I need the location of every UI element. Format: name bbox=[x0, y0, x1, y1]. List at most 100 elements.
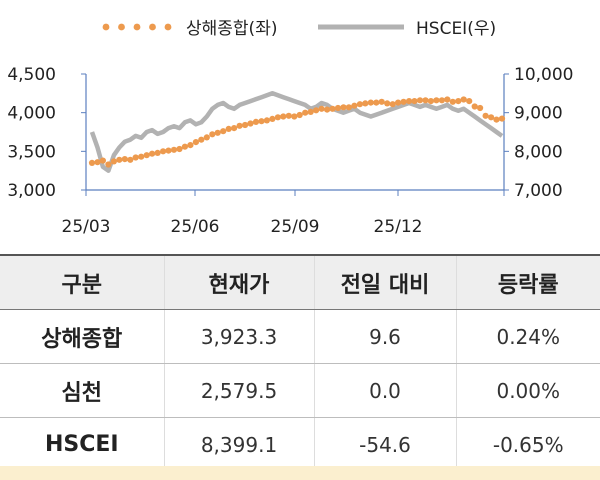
series-point-shanghai bbox=[247, 120, 254, 127]
row-name: 심천 bbox=[0, 363, 164, 418]
series-point-shanghai bbox=[105, 161, 112, 168]
header-change: 전일 대비 bbox=[313, 254, 456, 310]
series-point-shanghai bbox=[395, 99, 402, 106]
series-point-shanghai bbox=[340, 104, 347, 111]
series-point-shanghai bbox=[345, 104, 352, 111]
table-row: 심천 2,579.5 0.0 0.00% bbox=[0, 363, 600, 418]
series-point-shanghai bbox=[149, 150, 156, 157]
series-point-shanghai bbox=[449, 98, 456, 105]
series-point-shanghai bbox=[356, 101, 363, 108]
series-point-shanghai bbox=[488, 114, 495, 121]
series-point-shanghai bbox=[263, 117, 270, 124]
series-point-shanghai bbox=[252, 118, 260, 125]
series-point-shanghai bbox=[291, 113, 298, 120]
series-point-shanghai bbox=[258, 118, 265, 125]
series-point-shanghai bbox=[99, 157, 106, 164]
legend-marker-shanghai bbox=[102, 23, 110, 31]
row-change: 9.6 bbox=[313, 309, 456, 364]
series-point-shanghai bbox=[471, 103, 478, 110]
series-point-shanghai bbox=[351, 102, 358, 109]
header-current-price: 현재가 bbox=[163, 254, 314, 310]
series-point-shanghai bbox=[192, 139, 199, 146]
header-category: 구분 bbox=[0, 254, 164, 310]
series-point-shanghai bbox=[296, 111, 303, 119]
series-point-shanghai bbox=[302, 109, 309, 116]
series-point-shanghai bbox=[362, 100, 369, 107]
series-point-shanghai bbox=[378, 98, 385, 105]
series-point-shanghai bbox=[181, 143, 188, 150]
series-point-shanghai bbox=[367, 99, 374, 106]
series-point-shanghai bbox=[187, 142, 194, 149]
series-point-shanghai bbox=[269, 115, 276, 122]
series-point-shanghai bbox=[225, 125, 232, 132]
series-point-shanghai bbox=[384, 100, 391, 107]
right-y-tick-label: 8,000 bbox=[514, 142, 563, 162]
series-point-shanghai bbox=[373, 99, 380, 106]
table-row: HSCEI 8,399.1 -54.6 -0.65% bbox=[0, 417, 600, 472]
series-point-shanghai bbox=[460, 96, 467, 103]
x-tick-label: 25/09 bbox=[271, 217, 320, 237]
series-point-shanghai bbox=[416, 97, 424, 104]
legend-label-shanghai: 상해종합(좌) bbox=[186, 19, 277, 39]
market-table: 구분 현재가 전일 대비 등락률 상해종합 3,923.3 9.6 0.24% … bbox=[0, 254, 600, 472]
series-point-shanghai bbox=[324, 106, 331, 113]
right-y-tick-label: 10,000 bbox=[514, 65, 573, 85]
series-point-shanghai bbox=[116, 156, 123, 163]
legend-marker-shanghai bbox=[133, 23, 141, 31]
series-point-shanghai bbox=[433, 97, 440, 104]
series-point-shanghai bbox=[334, 104, 342, 112]
left-y-tick-label: 4,500 bbox=[7, 65, 56, 85]
left-y-tick-label: 3,500 bbox=[7, 142, 56, 162]
series-point-shanghai bbox=[498, 115, 506, 122]
x-tick-label: 25/12 bbox=[374, 217, 423, 237]
series-point-shanghai bbox=[132, 154, 139, 161]
footer-band bbox=[0, 466, 600, 480]
series-point-shanghai bbox=[455, 98, 462, 105]
row-current-price: 8,399.1 bbox=[163, 417, 314, 472]
row-name: HSCEI bbox=[0, 417, 164, 472]
series-point-shanghai bbox=[236, 122, 243, 129]
series-point-shanghai bbox=[88, 159, 96, 166]
header-change-rate: 등락률 bbox=[455, 254, 600, 310]
series-point-shanghai bbox=[389, 101, 396, 108]
series-point-shanghai bbox=[154, 149, 161, 156]
right-y-tick-label: 9,000 bbox=[514, 104, 563, 124]
series-point-shanghai bbox=[406, 98, 413, 105]
series-point-shanghai bbox=[477, 104, 484, 112]
row-name: 상해종합 bbox=[0, 309, 164, 364]
series-point-shanghai bbox=[400, 98, 407, 105]
series-point-shanghai bbox=[274, 114, 281, 121]
series-point-shanghai bbox=[170, 146, 178, 153]
x-tick-label: 25/03 bbox=[62, 217, 111, 237]
series-point-shanghai bbox=[307, 108, 314, 115]
left-y-tick-label: 4,000 bbox=[7, 104, 56, 124]
table-header-row: 구분 현재가 전일 대비 등락률 bbox=[0, 254, 600, 310]
row-change: 0.0 bbox=[313, 363, 456, 418]
series-point-shanghai bbox=[198, 136, 205, 143]
series-point-shanghai bbox=[313, 107, 320, 114]
chart-svg: 3,000 3,500 4,000 4,500 7,000 8,000 9,000 10,00… bbox=[7, 19, 573, 237]
chart: 3,000 3,500 4,000 4,500 7,000 8,000 9,000 10,00… bbox=[7, 19, 573, 237]
series-point-shanghai bbox=[482, 112, 489, 119]
legend-marker-shanghai bbox=[149, 23, 156, 31]
series-point-shanghai bbox=[110, 158, 117, 165]
series-point-shanghai bbox=[127, 156, 134, 163]
series-point-shanghai bbox=[427, 98, 434, 105]
series-point-shanghai bbox=[329, 105, 336, 112]
series-point-shanghai bbox=[165, 147, 172, 154]
series-point-shanghai bbox=[493, 116, 500, 123]
series-point-shanghai bbox=[285, 112, 292, 119]
right-y-tick-label: 7,000 bbox=[514, 181, 563, 201]
table-row: 상해종합 3,923.3 9.6 0.24% bbox=[0, 309, 600, 364]
series-line-hscei bbox=[89, 91, 504, 173]
data-table: 구분 현재가 전일 대비 등락률 상해종합 3,923.3 9.6 0.24% … bbox=[0, 254, 600, 472]
row-current-price: 2,579.5 bbox=[163, 363, 314, 418]
series-point-shanghai bbox=[209, 131, 216, 138]
row-change-rate: -0.65% bbox=[455, 417, 600, 472]
series-point-shanghai bbox=[242, 121, 249, 129]
series-point-shanghai bbox=[411, 98, 418, 105]
series-point-shanghai bbox=[466, 98, 473, 105]
row-change-rate: 0.24% bbox=[455, 309, 600, 364]
series-point-shanghai bbox=[438, 97, 445, 104]
series-point-shanghai bbox=[203, 134, 210, 141]
